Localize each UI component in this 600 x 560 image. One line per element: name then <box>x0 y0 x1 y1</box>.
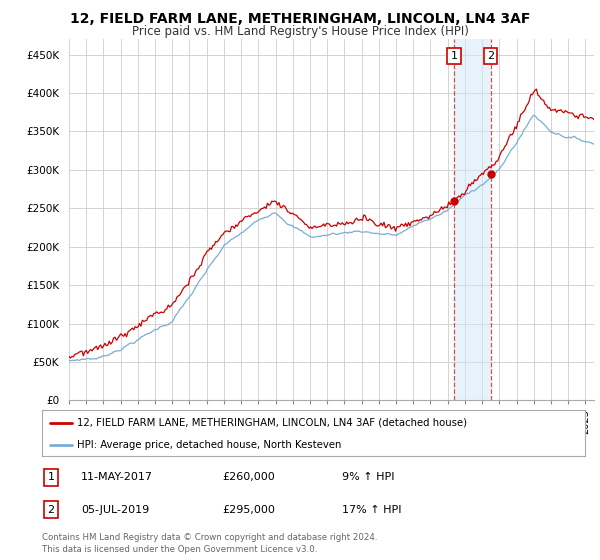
Text: 11-MAY-2017: 11-MAY-2017 <box>81 472 153 482</box>
Text: 2: 2 <box>47 505 55 515</box>
Text: Contains HM Land Registry data © Crown copyright and database right 2024.
This d: Contains HM Land Registry data © Crown c… <box>42 533 377 554</box>
Text: 12, FIELD FARM LANE, METHERINGHAM, LINCOLN, LN4 3AF: 12, FIELD FARM LANE, METHERINGHAM, LINCO… <box>70 12 530 26</box>
Text: £295,000: £295,000 <box>222 505 275 515</box>
Text: 12, FIELD FARM LANE, METHERINGHAM, LINCOLN, LN4 3AF (detached house): 12, FIELD FARM LANE, METHERINGHAM, LINCO… <box>77 418 467 428</box>
Text: Price paid vs. HM Land Registry's House Price Index (HPI): Price paid vs. HM Land Registry's House … <box>131 25 469 38</box>
Bar <box>454 39 491 400</box>
Text: 1: 1 <box>451 51 458 61</box>
Text: 05-JUL-2019: 05-JUL-2019 <box>81 505 149 515</box>
Text: 2: 2 <box>487 51 494 61</box>
Text: HPI: Average price, detached house, North Kesteven: HPI: Average price, detached house, Nort… <box>77 440 341 450</box>
Text: 17% ↑ HPI: 17% ↑ HPI <box>342 505 401 515</box>
Text: 1: 1 <box>47 472 55 482</box>
Text: £260,000: £260,000 <box>222 472 275 482</box>
Text: 9% ↑ HPI: 9% ↑ HPI <box>342 472 395 482</box>
